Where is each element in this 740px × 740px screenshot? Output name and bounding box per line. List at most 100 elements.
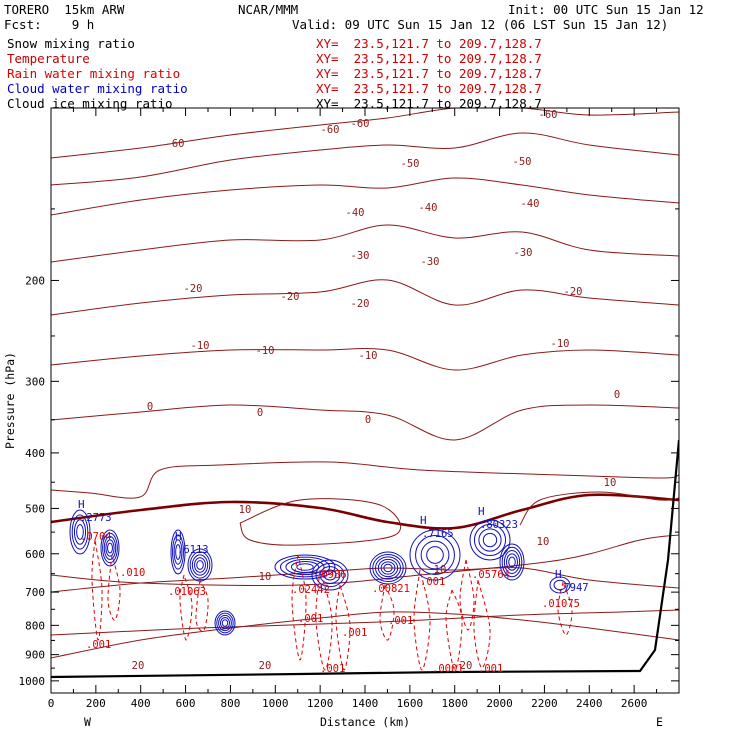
cloud-contour-3-4: [196, 560, 204, 570]
y-tick-label-3: 500: [25, 502, 45, 515]
x-tick-label-9: 1800: [441, 697, 468, 710]
cloud-contour-3-3: [194, 557, 206, 573]
cloud-contour-0-0: [69, 509, 91, 555]
cloud-contour-1-1: [102, 532, 118, 564]
rain-small-label-4: .0001: [432, 663, 464, 675]
cloud-max-value-2: .7165: [422, 528, 454, 540]
cloud-max-marker-4: H: [555, 568, 562, 581]
cloud-contour-7-4: [380, 561, 396, 575]
cloud-contour-7-2: [375, 556, 401, 580]
isotherm-0: [51, 108, 679, 159]
isotherm-6: [51, 404, 679, 441]
cloud-contour-10-0: [499, 543, 525, 581]
terrain-line: [51, 439, 679, 679]
east-end-label: E: [656, 715, 663, 729]
rain-contour-0: [91, 539, 103, 641]
isotherm-label-0: -60: [166, 138, 185, 150]
cloud-contour-11-1: [553, 579, 567, 591]
rain-small-label-6: .001: [420, 576, 445, 588]
cloud-contour-11-0: [549, 576, 571, 594]
cloud-max-marker-2: H: [420, 514, 427, 527]
y-tick-label-4: 600: [25, 548, 45, 561]
isotherm-label-24: 10: [239, 504, 252, 516]
warm-contour-0: [51, 461, 679, 499]
cloud-contour-0-2: [73, 519, 87, 545]
cloud-contour-6-0: [311, 559, 349, 591]
rain-label-3: .00821: [372, 583, 410, 595]
rain-label-8: .0986: [315, 569, 347, 581]
valid-time: Valid: 09 UTC Sun 15 Jan 12 (06 LST Sun …: [292, 17, 669, 32]
isotherm-7: [51, 493, 679, 530]
rain-contour-6: [335, 584, 351, 671]
cloud-contour-9-2: [478, 528, 502, 552]
cloud-contour-7-3: [377, 558, 399, 578]
isotherm-label-1: -60: [351, 118, 370, 130]
cloud-contour-1-4: [107, 542, 113, 554]
rain-contour-4: [291, 554, 307, 661]
init-time: Init: 00 UTC Sun 15 Jan 12: [508, 2, 704, 17]
field-xy-1: XY= 23.5,121.7 to 209.7,128.7: [316, 51, 542, 66]
cloud-contour-10-1: [501, 546, 523, 578]
cloud-contour-5-3: [290, 561, 320, 573]
cloud-contour-2-1: [172, 534, 184, 570]
cloud-contour-3-1: [189, 551, 211, 579]
cloud-max-value-3: .80323: [480, 519, 518, 531]
isotherm-label-31: 20: [460, 660, 473, 672]
x-tick-label-6: 1200: [307, 697, 334, 710]
rain-label-5: .01075: [542, 598, 580, 610]
isotherm-label-3: -60: [321, 124, 340, 136]
field-name-2: Rain water mixing ratio: [7, 66, 181, 81]
x-tick-label-0: 0: [48, 697, 55, 710]
rain-small-label-1: .001: [342, 627, 367, 639]
cloud-contour-2-0: [170, 529, 186, 575]
rain-contour-11: [473, 579, 491, 669]
warm-contour-3: [51, 534, 679, 586]
isotherm-label-7: -40: [419, 202, 438, 214]
rain-label-2: .02442: [292, 584, 330, 596]
x-tick-label-7: 1400: [352, 697, 379, 710]
y-tick-label-5: 700: [25, 586, 45, 599]
cloud-contour-6-1: [315, 562, 345, 588]
isotherm-label-13: -20: [281, 291, 300, 303]
rain-label-0: .001: [86, 639, 111, 651]
cloud-max-marker-1: H: [175, 530, 182, 543]
cloud-contour-3-2: [191, 554, 209, 576]
isotherm-label-4: -50: [401, 158, 420, 170]
x-tick-label-1: 200: [86, 697, 106, 710]
rain-small-label-0: .001: [298, 613, 323, 625]
cloud-contour-4-1: [216, 612, 234, 634]
cloud-contour-10-3: [506, 553, 518, 571]
cloud-contour-0-3: [76, 524, 84, 540]
cloud-contour-10-2: [503, 550, 521, 574]
isotherm-8: [51, 567, 679, 593]
cloud-contour-6-2: [319, 566, 341, 584]
isotherm-5: [51, 348, 679, 371]
isotherm-3: [51, 224, 679, 263]
y-axis-title: Pressure (hPa): [3, 352, 17, 449]
cloud-contour-4-2: [218, 614, 232, 632]
isotherm-label-21: 0: [257, 407, 263, 419]
cloud-max-marker-0: H: [78, 498, 85, 511]
isotherm-label-14: -20: [351, 298, 370, 310]
x-tick-label-13: 2600: [621, 697, 648, 710]
cloud-contour-8-2: [420, 540, 450, 570]
plot-frame: [50, 107, 680, 694]
rain-label-6: .0704: [80, 531, 112, 543]
cloud-contour-5-2: [285, 558, 325, 576]
isotherm-label-10: -30: [421, 256, 440, 268]
rain-contour-5: [315, 569, 333, 671]
rain-label-4: .05764: [472, 569, 510, 581]
isotherm-label-25: 10: [259, 571, 272, 583]
cloud-contour-1-2: [103, 536, 117, 560]
x-tick-label-10: 2000: [486, 697, 513, 710]
rain-small-label-3: .001: [320, 663, 345, 675]
x-tick-label-4: 800: [220, 697, 240, 710]
x-tick-label-3: 600: [176, 697, 196, 710]
isotherm-label-18: -10: [359, 350, 378, 362]
isotherm-label-5: -50: [513, 156, 532, 168]
y-tick-label-0: 200: [25, 274, 45, 287]
org-label: NCAR/MMM: [238, 2, 299, 17]
cloud-contour-4-4: [221, 619, 229, 627]
isotherm-label-26: 10: [434, 564, 447, 576]
